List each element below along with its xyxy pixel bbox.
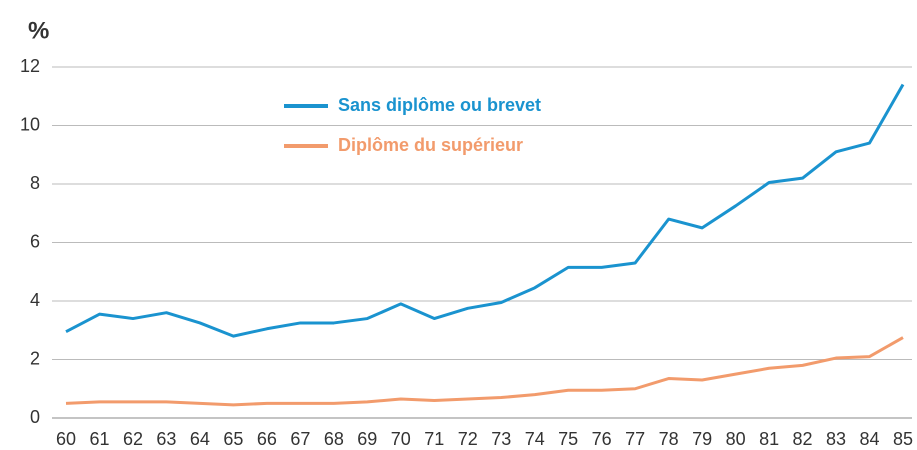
y-tick-label: 4 (30, 290, 40, 310)
x-tick-label: 66 (257, 429, 277, 449)
x-tick-label: 81 (759, 429, 779, 449)
x-tick-label: 76 (592, 429, 612, 449)
x-tick-label: 84 (860, 429, 880, 449)
x-tick-label: 61 (89, 429, 109, 449)
x-tick-label: 69 (357, 429, 377, 449)
x-tick-label: 67 (290, 429, 310, 449)
x-tick-label: 85 (893, 429, 913, 449)
x-tick-label: 60 (56, 429, 76, 449)
y-tick-label: 6 (30, 231, 40, 251)
legend-label: Diplôme du supérieur (338, 135, 523, 155)
x-tick-label: 78 (659, 429, 679, 449)
x-tick-label: 70 (391, 429, 411, 449)
x-tick-label: 77 (625, 429, 645, 449)
y-tick-label: 0 (30, 407, 40, 427)
x-tick-label: 64 (190, 429, 210, 449)
x-tick-label: 79 (692, 429, 712, 449)
x-tick-label: 62 (123, 429, 143, 449)
x-tick-label: 68 (324, 429, 344, 449)
x-tick-label: 63 (156, 429, 176, 449)
x-tick-label: 71 (424, 429, 444, 449)
y-axis-label: % (28, 17, 49, 44)
x-tick-label: 82 (793, 429, 813, 449)
y-tick-label: 12 (20, 56, 40, 76)
line-series (65, 336, 904, 407)
y-tick-label: 2 (30, 348, 40, 368)
x-tick-label: 73 (491, 429, 511, 449)
y-tick-label: 10 (20, 114, 40, 134)
x-tick-label: 65 (223, 429, 243, 449)
legend-label: Sans diplôme ou brevet (338, 95, 541, 115)
y-tick-label: 8 (30, 173, 40, 193)
x-tick-label: 80 (726, 429, 746, 449)
x-tick-label: 72 (458, 429, 478, 449)
x-tick-label: 83 (826, 429, 846, 449)
x-tick-label: 74 (525, 429, 545, 449)
line-series (65, 83, 905, 338)
x-tick-label: 75 (558, 429, 578, 449)
